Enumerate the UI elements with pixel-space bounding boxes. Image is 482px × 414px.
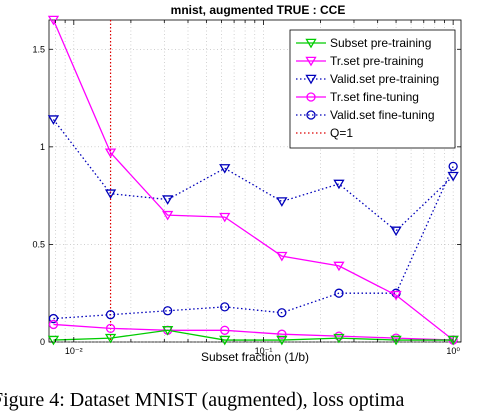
legend-marker: [305, 38, 317, 49]
legend-item-valid-set-fine-tuning: Valid.set fine-tuning: [296, 108, 435, 122]
data-point: [162, 326, 174, 336]
series-line: [53, 166, 454, 320]
legend-label: Tr.set pre-training: [330, 54, 424, 68]
data-point: [105, 323, 116, 333]
x-tick-label: 10⁻²: [65, 346, 83, 356]
legend: Subset pre-training Tr.set pre-training Va…: [289, 29, 456, 149]
data-point: [220, 302, 230, 312]
data-point: [447, 171, 459, 182]
data-point: [48, 313, 59, 324]
data-point: [276, 197, 288, 207]
x-axis: 10⁻² 10⁻¹ 10⁰: [55, 20, 460, 356]
legend-item-tr-set-fine-tuning: Tr.set fine-tuning: [296, 90, 419, 104]
data-point: [162, 195, 174, 205]
x-axis-label: Subset fraction (1/b): [201, 350, 309, 364]
data-point: [333, 261, 345, 272]
data-point: [47, 115, 60, 125]
y-tick-label: 1.5: [32, 44, 45, 54]
data-point: [219, 212, 231, 223]
chart-title: mnist, augmented TRUE : CCE: [171, 3, 346, 17]
data-point: [390, 226, 402, 237]
data-point: [333, 179, 345, 190]
series-line: [52, 119, 454, 232]
y-tick-label: 0: [40, 337, 45, 347]
legend-label: Tr.set fine-tuning: [330, 90, 419, 104]
figure-caption: Figure 4: Dataset MNIST (augmented), los…: [0, 389, 404, 411]
legend-marker: [306, 92, 316, 102]
data-point: [277, 329, 287, 339]
legend-box: [289, 29, 456, 149]
legend-item-valid-set-pre-training: Valid.set pre-training: [296, 72, 439, 86]
legend-label: Valid.set pre-training: [330, 72, 439, 86]
data-point: [48, 319, 59, 330]
data-point: [276, 335, 288, 346]
data-point: [105, 310, 116, 320]
data-point: [390, 335, 402, 346]
legend-item-subset-pre-training: Subset pre-training: [296, 36, 431, 50]
data-point: [220, 325, 230, 335]
series-line: [53, 329, 454, 341]
data-point: [277, 308, 287, 318]
legend-item-tr-set-pre-training: Tr.set pre-training: [296, 54, 424, 68]
legend-label: Q=1: [330, 126, 353, 140]
legend-marker: [305, 74, 317, 85]
data-point: [162, 210, 174, 221]
data-point: [447, 335, 459, 346]
data-point: [448, 161, 458, 172]
series-line: [53, 323, 454, 341]
legend-label: Valid.set fine-tuning: [330, 108, 435, 122]
data-point: [104, 148, 117, 159]
legend-marker: [305, 56, 317, 67]
data-point: [219, 335, 231, 346]
data-point: [219, 164, 231, 174]
series-layer: [47, 15, 459, 346]
legend-item-q-1: Q=1: [296, 126, 353, 140]
data-point: [333, 333, 345, 344]
data-point: [104, 189, 117, 200]
y-axis: 0 0.5 1 1.5: [32, 44, 461, 347]
x-tick-label: 10⁰: [446, 346, 460, 356]
legend-marker: [306, 110, 316, 120]
series-line: [52, 19, 454, 341]
legend-label: Subset pre-training: [330, 36, 431, 50]
data-point: [163, 306, 173, 316]
series-subset-pre-training: [47, 326, 459, 346]
data-point: [334, 288, 344, 298]
y-tick-label: 0.5: [32, 239, 45, 249]
data-point: [276, 251, 288, 262]
x-tick-label: 10⁻¹: [255, 346, 273, 356]
y-tick-label: 1: [40, 142, 45, 152]
series-valid-set-pre-training: [47, 115, 459, 237]
data-point: [104, 333, 117, 344]
data-point: [390, 290, 402, 301]
